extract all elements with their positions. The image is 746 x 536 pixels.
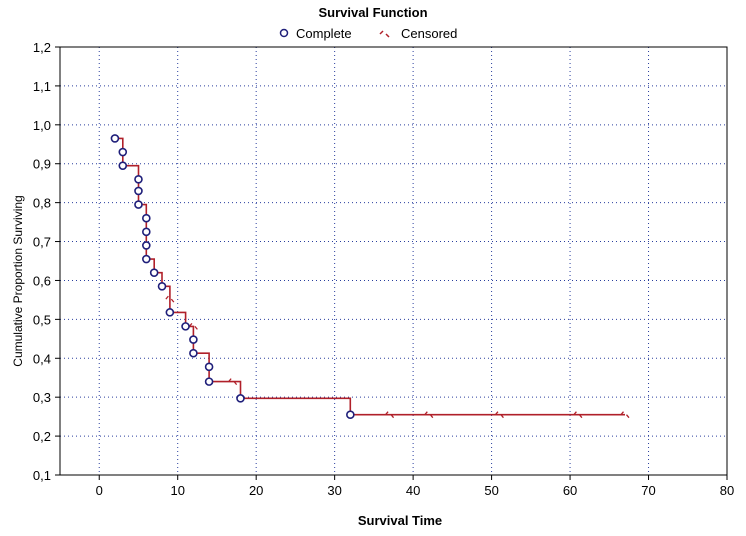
complete-point bbox=[189, 335, 198, 344]
legend-censored-label: Censored bbox=[401, 26, 457, 41]
legend-censored-marker bbox=[379, 30, 390, 38]
y-tick-label: 0,5 bbox=[33, 312, 51, 327]
x-tick-label: 10 bbox=[170, 483, 184, 498]
legend: Complete Censored bbox=[279, 26, 457, 41]
y-tick-label: 1,2 bbox=[33, 40, 51, 55]
x-tick-label: 50 bbox=[484, 483, 498, 498]
y-tick-label: 1,1 bbox=[33, 79, 51, 94]
complete-point bbox=[204, 377, 214, 386]
complete-point bbox=[142, 241, 151, 250]
complete-point bbox=[110, 134, 120, 143]
y-tick-label: 0,7 bbox=[33, 235, 51, 250]
y-tick-label: 0,1 bbox=[33, 468, 51, 483]
x-tick-label: 80 bbox=[720, 483, 734, 498]
censored-point bbox=[620, 411, 630, 419]
censored-point bbox=[494, 411, 504, 419]
x-tick-label: 40 bbox=[406, 483, 420, 498]
y-tick-label: 0,6 bbox=[33, 273, 51, 288]
y-tick-label: 0,3 bbox=[33, 390, 51, 405]
complete-point bbox=[142, 254, 151, 264]
y-tick-label: 1,0 bbox=[33, 118, 51, 133]
censored-point bbox=[228, 378, 238, 386]
complete-point bbox=[142, 213, 151, 223]
legend-complete-marker bbox=[279, 28, 289, 38]
complete-point bbox=[134, 200, 143, 209]
complete-point bbox=[142, 227, 151, 237]
complete-point bbox=[134, 186, 143, 196]
complete-point bbox=[346, 410, 355, 419]
complete-point bbox=[118, 147, 128, 157]
complete-point bbox=[189, 348, 198, 358]
x-tick-label: 70 bbox=[641, 483, 655, 498]
complete-point bbox=[236, 394, 245, 403]
y-tick-label: 0,8 bbox=[33, 196, 51, 211]
grid bbox=[60, 46, 728, 476]
y-tick-label: 0,9 bbox=[33, 157, 51, 172]
complete-point bbox=[157, 281, 167, 291]
x-tick-label: 20 bbox=[249, 483, 263, 498]
series bbox=[110, 134, 630, 419]
censored-point bbox=[573, 411, 583, 419]
y-tick-label: 0,2 bbox=[33, 429, 51, 444]
censored-point bbox=[165, 295, 175, 303]
x-tick-label: 0 bbox=[96, 483, 103, 498]
y-axis-label: Cumulative Proportion Surviving bbox=[11, 195, 25, 366]
complete-point bbox=[149, 268, 159, 277]
plot-frame bbox=[59, 46, 728, 476]
complete-point bbox=[118, 161, 128, 170]
complete-point bbox=[181, 322, 190, 331]
censored-point bbox=[385, 411, 395, 419]
legend-complete-label: Complete bbox=[296, 26, 352, 41]
x-axis-label: Survival Time bbox=[358, 513, 442, 528]
survival-step-line bbox=[114, 137, 625, 416]
complete-point bbox=[165, 308, 175, 317]
y-tick-label: 0,4 bbox=[33, 351, 51, 366]
complete-point bbox=[204, 362, 214, 372]
complete-point bbox=[134, 174, 143, 184]
x-tick-label: 30 bbox=[327, 483, 341, 498]
tick-labels: 0 10 20 30 40 50 60 70 80 0,1 0,2 0,3 0,4 0,5 0,6 0,7 0,… bbox=[33, 40, 734, 498]
x-tick-label: 60 bbox=[563, 483, 577, 498]
chart-title: Survival Function bbox=[318, 5, 427, 20]
censored-point bbox=[424, 411, 434, 419]
